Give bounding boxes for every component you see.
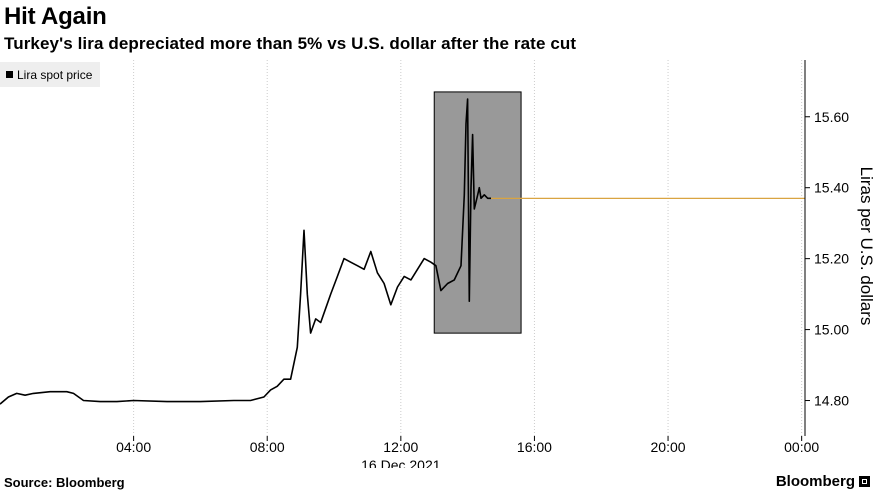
source-note: Source: Bloomberg <box>4 475 125 490</box>
legend-label: Lira spot price <box>17 67 93 82</box>
y-tick-label-3: 15.40 <box>814 180 849 196</box>
x-date-label: 16 Dec 2021 <box>361 457 441 468</box>
y-tick-label-4: 15.60 <box>814 109 849 125</box>
y-tick-label-1: 15.00 <box>814 322 849 338</box>
highlight-box <box>433 91 522 334</box>
y-tick-label-2: 15.20 <box>814 251 849 267</box>
x-tick-label-3: 16:00 <box>517 439 552 455</box>
x-tick-label-2: 12:00 <box>383 439 418 455</box>
x-tick-label-0: 04:00 <box>116 439 151 455</box>
bloomberg-terminal-icon <box>859 476 870 487</box>
brand-name: Bloomberg <box>775 473 855 490</box>
series-line-lira-spot-price <box>0 98 491 405</box>
line-chart: 14.80 15.00 15.20 15.40 15.60 04:00 08:00 12:00… <box>0 60 876 468</box>
x-tick-label-4: 20:00 <box>651 439 686 455</box>
y-tick-label-0: 14.80 <box>814 393 849 409</box>
page-subtitle: Turkey's lira depreciated more than 5% v… <box>4 34 577 53</box>
x-tick-label-1: 08:00 <box>250 439 285 455</box>
x-tick-label-5: 00:00 <box>784 439 819 455</box>
brand-logo: Bloomberg <box>776 473 870 490</box>
chart-legend: Lira spot price <box>0 62 101 87</box>
page-title: Hit Again <box>4 3 107 30</box>
y-axis-title: Liras per U.S. dollars <box>857 167 876 326</box>
legend-swatch <box>6 71 13 78</box>
